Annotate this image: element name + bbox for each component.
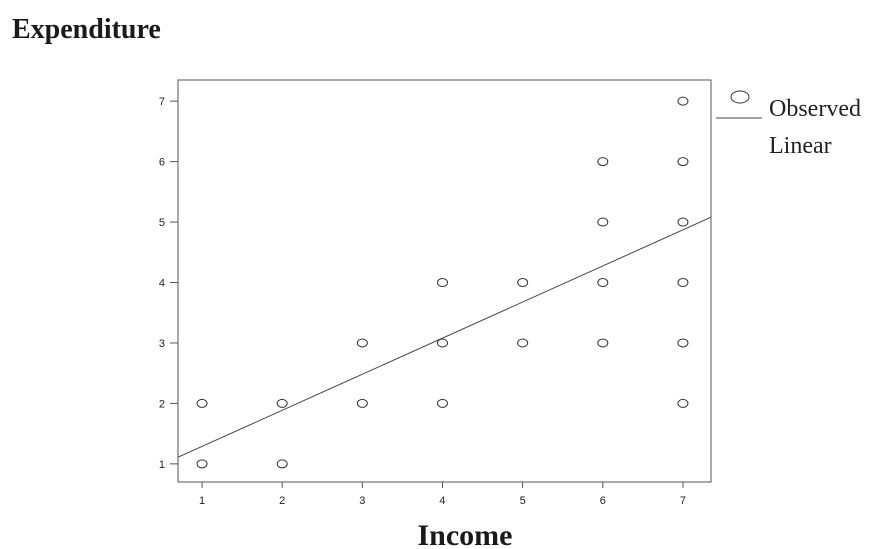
chart-title: Expenditure — [12, 14, 161, 45]
y-tick-label: 3 — [159, 338, 165, 350]
observed-point — [678, 279, 688, 287]
x-axis-ticks: 1 2 3 4 5 6 7 — [199, 482, 686, 507]
observed-point — [197, 460, 207, 468]
observed-point — [598, 158, 608, 166]
legend: Observed Linear — [716, 91, 861, 159]
x-tick-label: 3 — [359, 495, 365, 507]
x-tick-label: 6 — [600, 495, 606, 507]
x-tick-label: 5 — [520, 495, 526, 507]
observed-point — [678, 97, 688, 105]
observed-point — [357, 399, 367, 407]
observed-point — [437, 279, 447, 287]
x-tick-label: 2 — [279, 495, 285, 507]
linear-fit-line — [178, 217, 711, 457]
x-tick-label: 7 — [680, 495, 686, 507]
observed-point — [598, 279, 608, 287]
y-tick-label: 2 — [159, 398, 165, 410]
y-tick-label: 1 — [159, 459, 165, 471]
legend-linear-label: Linear — [769, 133, 832, 159]
observed-point — [357, 339, 367, 347]
observed-point — [437, 399, 447, 407]
observed-point — [197, 399, 207, 407]
y-tick-label: 6 — [159, 157, 165, 169]
observed-point — [598, 218, 608, 226]
observed-point — [678, 218, 688, 226]
y-tick-label: 4 — [159, 278, 165, 290]
y-tick-label: 7 — [159, 96, 165, 108]
observed-point — [518, 339, 528, 347]
observed-point — [678, 339, 688, 347]
x-tick-label: 1 — [199, 495, 205, 507]
observed-point — [277, 460, 287, 468]
observed-points-layer — [197, 97, 688, 468]
y-tick-label: 5 — [159, 217, 165, 229]
fit-line-layer — [178, 217, 711, 457]
x-tick-label: 4 — [439, 495, 445, 507]
y-axis-ticks: 1 2 3 4 5 6 7 — [159, 96, 178, 471]
observed-point — [437, 339, 447, 347]
legend-observed-marker — [731, 91, 749, 103]
observed-point — [678, 399, 688, 407]
observed-point — [678, 158, 688, 166]
x-axis-label: Income — [418, 519, 513, 549]
observed-point — [598, 339, 608, 347]
legend-observed-label: Observed — [769, 96, 861, 122]
observed-point — [277, 399, 287, 407]
observed-point — [518, 279, 528, 287]
